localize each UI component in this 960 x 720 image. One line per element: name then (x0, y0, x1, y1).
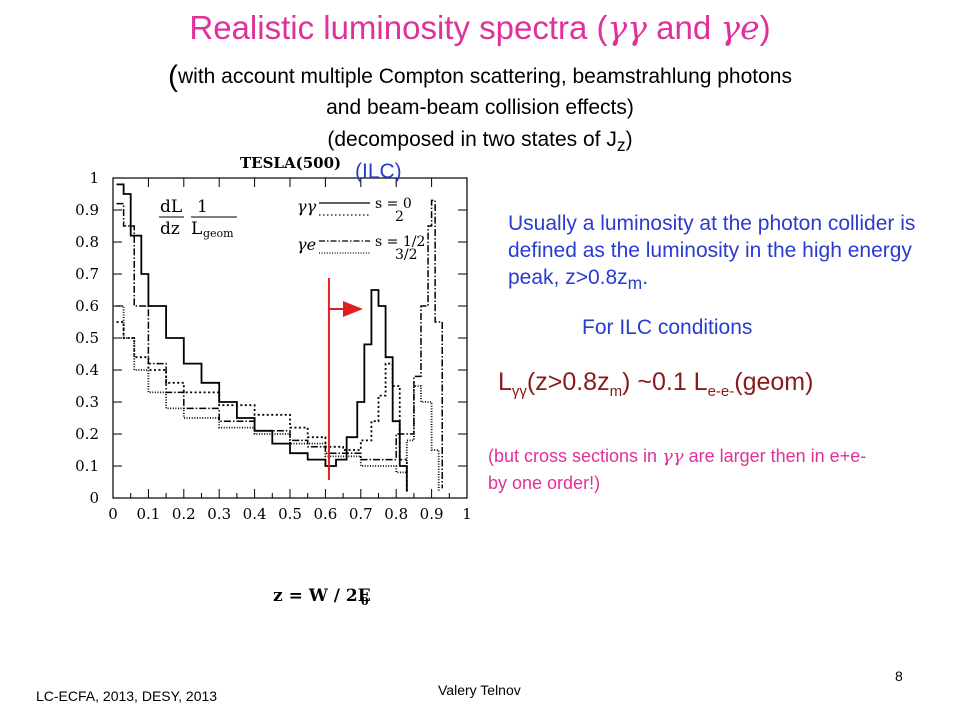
y-tick-label: 0.2 (75, 425, 99, 443)
chart-xlabel-sub: 0 (361, 595, 369, 608)
y-tick-label: 0 (89, 489, 99, 507)
note-prefix: (but cross sections in (488, 446, 663, 466)
x-tick-label: 1 (462, 505, 472, 523)
definition-end: . (642, 266, 649, 289)
y-tick-label: 0.4 (75, 361, 99, 379)
note-gamma-gamma: γγ (662, 446, 684, 467)
formula-sub-ee: e-e- (707, 383, 735, 400)
subtitle-line1: (with account multiple Compton scatterin… (0, 60, 960, 94)
x-tick-label: 0.7 (349, 505, 373, 523)
series-dashdot-line (116, 199, 443, 489)
chart-title: TESLA(500) (240, 154, 341, 172)
formula-l: L (498, 368, 512, 396)
x-tick-label: 0.6 (313, 505, 337, 523)
y-tick-label: 0.9 (75, 201, 99, 219)
y-tick-label: 0.1 (75, 457, 99, 475)
subtitle-line3: (decomposed in two states of Jz) (0, 128, 960, 156)
cross-section-note: (but cross sections in γγ are larger the… (488, 443, 888, 496)
subtitle-line2: and beam-beam collision effects) (326, 96, 634, 119)
ylabel-one: 1 (197, 197, 208, 217)
title-prefix: Realistic luminosity spectra ( (189, 9, 608, 46)
title-suffix: ) (759, 9, 771, 46)
formula-mid1: (z>0.8z (526, 368, 610, 396)
title-gamma-e: γe (720, 8, 760, 47)
x-tick-label: 0.8 (384, 505, 408, 523)
subtitle-line3-prefix: (decomposed in two states of J (327, 128, 617, 151)
x-tick-label: 0.9 (420, 505, 444, 523)
luminosity-formula: Lγγ(z>0.8zm) ~0.1 Le-e-(geom) (498, 368, 813, 400)
legend-s2: 2 (395, 209, 404, 225)
ilc-conditions-label: For ILC conditions (582, 316, 753, 339)
legend-s12: s = 1/2 (375, 234, 425, 250)
subtitle-open-paren: ( (167, 60, 178, 93)
subtitle-line1-text: with account multiple Compton scattering… (177, 65, 792, 88)
definition-main: Usually a luminosity at the photon colli… (508, 212, 916, 289)
luminosity-spectrum-chart: 0 0.1 0.2 0.3 0.4 0.5 0.6 0.7 0.8 0.9 1 0 0.1 0.2 0.3 0… (75, 154, 472, 608)
y-tick-label: 0.3 (75, 393, 99, 411)
ylabel-l: L (191, 219, 202, 239)
footer-author: Valery Telnov (438, 682, 521, 698)
y-tick-label: 0.6 (75, 297, 99, 315)
page-number: 8 (895, 668, 903, 684)
ylabel-dz: dz (160, 219, 180, 239)
y-tick-label: 0.8 (75, 233, 99, 251)
y-tick-label: 0.7 (75, 265, 99, 283)
series-denseDotted-line (116, 305, 440, 492)
subtitle-line3-sub: z (616, 135, 626, 156)
x-tick-label: 0.4 (243, 505, 267, 523)
note-suffix: are larger then in e+e- by one order!) (488, 446, 867, 493)
title-gamma-gamma: γγ (607, 8, 647, 47)
legend-ge-label: γe (297, 235, 316, 254)
legend-gg-label: γγ (297, 197, 317, 216)
luminosity-definition-text: Usually a luminosity at the photon colli… (508, 210, 948, 297)
y-tick-label: 1 (89, 169, 99, 187)
x-tick-label: 0 (108, 505, 118, 523)
ylabel-dl: dL (160, 197, 182, 217)
formula-sub-m: m (609, 383, 623, 400)
formula-mid2: ) ~0.1 L (622, 368, 708, 396)
footer-conference: LC-ECFA, 2013, DESY, 2013 (36, 688, 218, 704)
definition-sub: m (627, 273, 643, 294)
slide-title: Realistic luminosity spectra (γγ and γe) (0, 8, 960, 47)
x-tick-label: 0.2 (172, 505, 196, 523)
x-tick-label: 0.1 (136, 505, 160, 523)
chart-xlabel: z = W / 2E (273, 586, 371, 606)
subtitle-line3-suffix: ) (625, 128, 633, 151)
legend-s32: 3/2 (395, 247, 418, 263)
legend-s0: s = 0 (375, 196, 412, 212)
series-dotted-line (116, 321, 408, 492)
ylabel-geom: geom (203, 227, 234, 240)
ilc-label: (ILC) (355, 160, 402, 183)
y-tick-label: 0.5 (75, 329, 99, 347)
formula-end: (geom) (734, 368, 814, 396)
x-tick-label: 0.3 (207, 505, 231, 523)
title-and: and (646, 9, 721, 46)
formula-sub-gg: γγ (511, 383, 527, 400)
x-tick-label: 0.5 (278, 505, 302, 523)
